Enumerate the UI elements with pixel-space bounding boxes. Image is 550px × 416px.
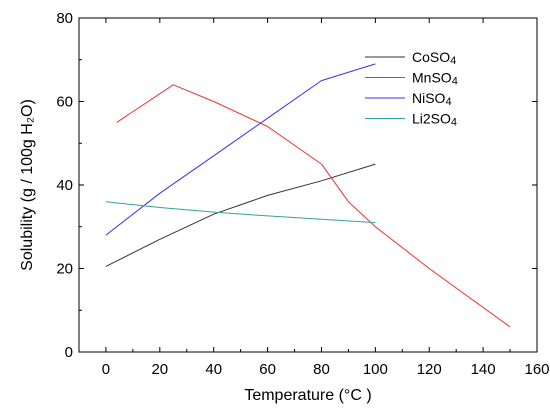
y-tick-label: 40: [56, 177, 73, 194]
x-tick-label: 140: [471, 361, 496, 378]
legend-label: NiSO4: [412, 90, 452, 108]
y-axis-title: Solubility (g / 100g H₂O): [19, 99, 36, 271]
x-tick-label: 120: [417, 361, 442, 378]
x-tick-label: 40: [205, 361, 222, 378]
x-axis-title: Temperature (°C ): [244, 387, 371, 404]
series-line-li2so4: [105, 201, 376, 224]
plot-frame: [78, 17, 538, 353]
legend-label-subscript: 4: [450, 55, 456, 67]
x-tick-label: 20: [151, 361, 168, 378]
x-tick-label: 0: [102, 361, 110, 378]
series-line-mnso4: [116, 84, 511, 328]
y-tick-label: 20: [56, 261, 73, 278]
legend-label: CoSO4: [412, 49, 456, 67]
legend-label-subscript: 4: [451, 117, 457, 129]
axis-ticks: 0 20 40 60 80 100 120 140 160 0 20 40 60 80: [56, 10, 549, 378]
series-line-niso4: [105, 63, 376, 236]
legend-label: Li2SO4: [412, 111, 457, 129]
y-tick-label: 80: [56, 10, 73, 27]
legend-label-subscript: 4: [445, 96, 451, 108]
x-tick-label: 100: [363, 361, 388, 378]
series-layer: [105, 63, 511, 328]
legend-label-base: MnSO: [412, 70, 452, 86]
legend-label-base: CoSO: [412, 49, 450, 65]
x-tick-label: 80: [313, 361, 330, 378]
series-line-coso4: [105, 163, 376, 267]
legend-label-base: Li2SO: [412, 111, 451, 127]
legend-label-base: NiSO: [412, 90, 446, 106]
y-tick-label: 0: [65, 344, 73, 361]
legend-label: MnSO4: [412, 70, 458, 88]
x-tick-label: 160: [524, 361, 549, 378]
legend-label-subscript: 4: [452, 76, 458, 88]
y-tick-label: 60: [56, 94, 73, 111]
x-tick-label: 60: [259, 361, 276, 378]
